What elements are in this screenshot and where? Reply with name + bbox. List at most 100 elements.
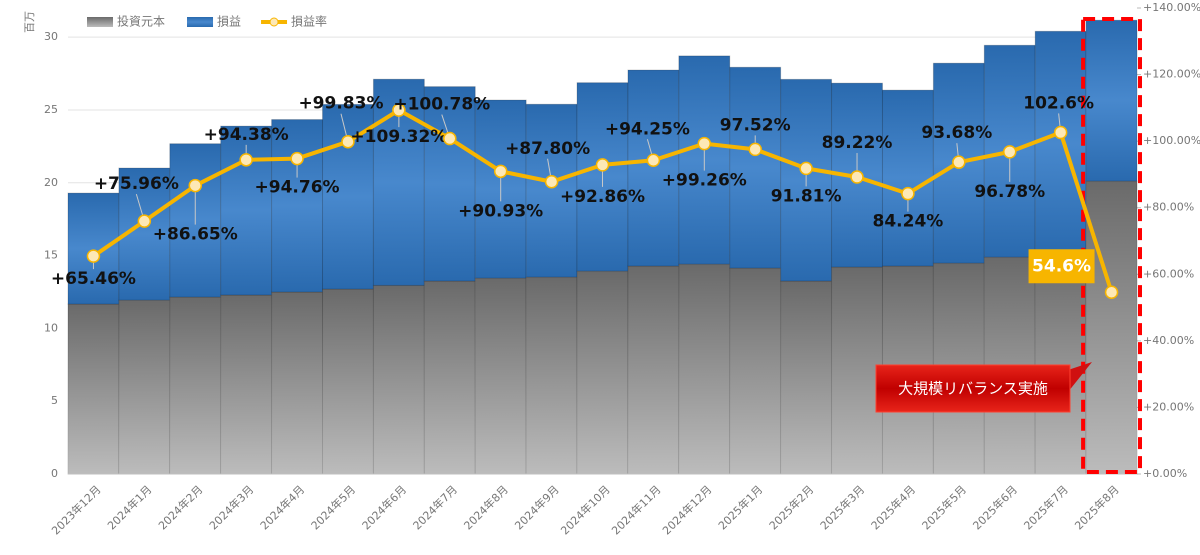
bar xyxy=(627,265,680,475)
line-marker xyxy=(290,151,304,166)
bar xyxy=(831,266,883,475)
y2-tick-label: +60.00% xyxy=(1143,267,1194,280)
x-tick-label: 2024年9月 xyxy=(512,482,562,532)
x-tick-label: 2024年3月 xyxy=(206,482,256,532)
data-label: 96.78% xyxy=(974,182,1045,202)
annotation: 大規模リバランス実施 xyxy=(898,380,1048,398)
data-label: +99.83% xyxy=(298,94,383,114)
bar xyxy=(423,86,476,282)
bar xyxy=(576,270,629,475)
y2-tick-label: +40.00% xyxy=(1143,334,1194,347)
x-tick-label: 2024年4月 xyxy=(257,482,307,532)
x-tick-label: 2024年7月 xyxy=(410,482,460,532)
bar xyxy=(271,119,324,293)
line-marker xyxy=(392,103,406,117)
line-marker xyxy=(544,175,559,189)
x-tick-label: 2024年5月 xyxy=(308,482,358,532)
line-marker xyxy=(595,158,610,172)
bar xyxy=(525,276,578,475)
bar xyxy=(1034,30,1087,257)
bar xyxy=(627,69,680,267)
y-tick-label: 15 xyxy=(44,249,58,262)
x-tick-label: 2024年11月 xyxy=(608,482,663,537)
x-tick-label: 2025年8月 xyxy=(1072,482,1122,532)
x-tick-label: 2024年10月 xyxy=(558,482,613,537)
data-label: 54.6% xyxy=(1032,256,1091,276)
bar xyxy=(729,66,782,269)
line-marker xyxy=(1104,285,1119,300)
highlight-box xyxy=(1081,17,1142,474)
line-marker xyxy=(697,136,712,151)
data-label: +99.26% xyxy=(662,171,747,191)
x-tick-label: 2024年8月 xyxy=(461,482,511,532)
y2-tick-label: +100.00% xyxy=(1143,134,1200,147)
bar xyxy=(729,267,782,475)
data-label: 84.24% xyxy=(873,212,944,232)
legend-swatch-marker xyxy=(269,17,279,27)
legend-swatch-shade xyxy=(187,17,214,27)
y2-tick-label: +140.00% xyxy=(1143,1,1200,14)
line-marker xyxy=(1002,145,1017,159)
bar xyxy=(118,299,171,475)
bar xyxy=(271,291,324,475)
line-marker xyxy=(850,170,864,184)
data-label: +92.86% xyxy=(560,187,645,207)
line-marker xyxy=(646,153,661,168)
bar xyxy=(322,288,374,475)
line-marker xyxy=(493,164,508,179)
line-marker xyxy=(748,142,762,157)
x-tick-label: 2025年4月 xyxy=(868,482,918,532)
x-tick-label: 2025年7月 xyxy=(1021,482,1071,532)
legend-label: 投資元本 xyxy=(117,14,165,29)
bar xyxy=(780,280,833,475)
bar xyxy=(678,263,731,475)
data-label: +75.96% xyxy=(94,174,179,194)
line-marker xyxy=(901,186,915,201)
label-box xyxy=(1028,249,1095,284)
y2-tick-label: +0.00% xyxy=(1143,467,1187,480)
data-label: 89.22% xyxy=(822,133,893,153)
annotation-box xyxy=(875,364,1071,413)
line-marker xyxy=(188,178,203,193)
y-axis-label: 百万 xyxy=(23,11,36,33)
y2-tick-label: +80.00% xyxy=(1143,201,1194,214)
data-label: +94.76% xyxy=(255,178,340,198)
x-tick-label: 2025年1月 xyxy=(715,482,765,532)
y2-tick-label: +20.00% xyxy=(1143,400,1194,413)
data-label: +109.32% xyxy=(350,127,447,147)
line-marker xyxy=(952,155,966,169)
y-tick-label: 25 xyxy=(44,103,58,116)
bar xyxy=(881,89,934,267)
line-marker xyxy=(799,161,813,176)
x-tick-label: 2025年3月 xyxy=(817,482,867,532)
data-label: +65.46% xyxy=(51,269,136,289)
y-tick-label: 5 xyxy=(51,394,58,407)
line-marker xyxy=(1053,125,1068,140)
bar xyxy=(474,277,527,475)
x-tick-label: 2024年1月 xyxy=(104,482,154,532)
line-marker xyxy=(443,131,457,146)
data-label: +87.80% xyxy=(505,139,590,159)
data-label: 93.68% xyxy=(921,123,992,143)
x-tick-label: 2024年6月 xyxy=(359,482,409,532)
line-marker xyxy=(137,214,152,228)
line-marker xyxy=(239,153,253,167)
legend-label: 損益率 xyxy=(291,14,327,29)
line-marker xyxy=(86,249,101,263)
data-label: 102.6% xyxy=(1023,93,1094,113)
y-tick-label: 10 xyxy=(44,321,58,334)
y-tick-label: 20 xyxy=(44,176,58,189)
data-label: +94.25% xyxy=(605,119,690,139)
data-label: +86.65% xyxy=(153,225,238,245)
data-label: +100.78% xyxy=(393,95,490,115)
data-label: 97.52% xyxy=(720,115,791,135)
line-marker xyxy=(341,134,355,149)
y-tick-label: 30 xyxy=(44,30,58,43)
x-tick-label: 2025年5月 xyxy=(919,482,969,532)
legend-label: 損益 xyxy=(217,14,241,29)
x-tick-label: 2025年2月 xyxy=(766,482,816,532)
x-tick-label: 2025年6月 xyxy=(970,482,1020,532)
bar xyxy=(169,296,222,475)
x-tick-label: 2023年12月 xyxy=(49,482,104,537)
